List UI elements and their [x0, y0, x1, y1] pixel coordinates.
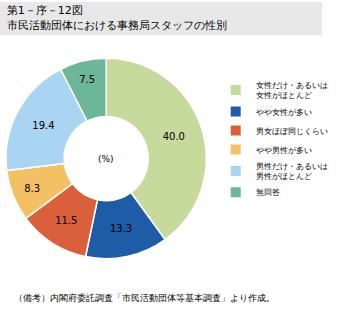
svg-text:やや男性が多い: やや男性が多い [256, 146, 312, 155]
svg-text:8.3: 8.3 [24, 183, 40, 194]
svg-text:13.3: 13.3 [110, 223, 132, 234]
svg-text:やや女性が多い: やや女性が多い [256, 108, 312, 117]
svg-text:（備考）内閣府委託調査「市民活動団体等基本調査」より作成。: （備考）内閣府委託調査「市民活動団体等基本調査」より作成。 [14, 293, 275, 303]
svg-text:男女ほぼ同じくらい: 男女ほぼ同じくらい [256, 127, 328, 136]
svg-text:7.5: 7.5 [79, 74, 95, 85]
svg-text:11.5: 11.5 [55, 215, 77, 226]
svg-text:(%): (%) [98, 154, 114, 164]
svg-text:女性だけ・あるいは女性がほとんど: 女性だけ・あるいは女性がほとんど [256, 81, 328, 100]
svg-text:19.4: 19.4 [32, 120, 54, 131]
svg-text:無回答: 無回答 [256, 188, 280, 197]
svg-text:男性だけ・あるいは男性がほとんど: 男性だけ・あるいは男性がほとんど [256, 162, 328, 181]
svg-text:40.0: 40.0 [163, 131, 185, 142]
svg-text:第1－序－12図市民活動団体における事務局スタッフの性別: 第1－序－12図市民活動団体における事務局スタッフの性別 [7, 4, 227, 31]
